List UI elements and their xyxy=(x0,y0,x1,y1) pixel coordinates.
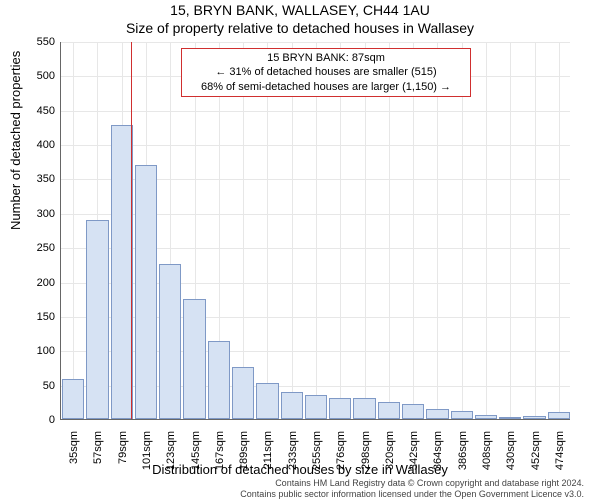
x-tick-label: 123sqm xyxy=(165,431,177,481)
gridline-v xyxy=(437,42,438,419)
y-tick-label: 300 xyxy=(15,208,55,220)
bar xyxy=(111,125,133,419)
x-tick-label: 320sqm xyxy=(384,431,396,481)
bar xyxy=(208,341,230,419)
bar xyxy=(183,299,205,419)
page-title: 15, BRYN BANK, WALLASEY, CH44 1AU xyxy=(0,2,600,18)
gridline-v xyxy=(73,42,74,419)
y-tick-label: 350 xyxy=(15,173,55,185)
x-tick-label: 79sqm xyxy=(117,431,129,481)
y-tick-label: 100 xyxy=(15,345,55,357)
bar xyxy=(353,398,375,419)
gridline-v xyxy=(559,42,560,419)
x-tick-label: 35sqm xyxy=(68,431,80,481)
x-tick-label: 189sqm xyxy=(238,431,250,481)
x-tick-label: 298sqm xyxy=(360,431,372,481)
x-tick-label: 255sqm xyxy=(311,431,323,481)
gridline-v xyxy=(510,42,511,419)
x-tick-label: 101sqm xyxy=(141,431,153,481)
y-tick-label: 500 xyxy=(15,70,55,82)
gridline-v xyxy=(535,42,536,419)
footer-line2: Contains public sector information licen… xyxy=(240,489,584,500)
bar xyxy=(232,367,254,419)
page-subtitle: Size of property relative to detached ho… xyxy=(0,20,600,36)
bar xyxy=(451,411,473,419)
gridline-v xyxy=(267,42,268,419)
footer-credits: Contains HM Land Registry data © Crown c… xyxy=(240,478,584,500)
gridline-v xyxy=(316,42,317,419)
y-tick-label: 0 xyxy=(15,414,55,426)
y-tick-label: 450 xyxy=(15,105,55,117)
bar xyxy=(475,415,497,419)
x-tick-label: 57sqm xyxy=(92,431,104,481)
marker-line xyxy=(131,42,132,419)
bar xyxy=(62,379,84,419)
bar xyxy=(329,398,351,419)
gridline-v xyxy=(243,42,244,419)
x-tick-label: 474sqm xyxy=(554,431,566,481)
x-tick-label: 233sqm xyxy=(287,431,299,481)
bar xyxy=(281,392,303,419)
x-tick-label: 145sqm xyxy=(190,431,202,481)
plot-area: 15 BRYN BANK: 87sqm ← 31% of detached ho… xyxy=(60,42,570,420)
x-tick-label: 167sqm xyxy=(214,431,226,481)
gridline-v xyxy=(486,42,487,419)
gridline-v xyxy=(340,42,341,419)
bar xyxy=(378,402,400,419)
annotation-box: 15 BRYN BANK: 87sqm ← 31% of detached ho… xyxy=(181,48,471,97)
x-tick-label: 452sqm xyxy=(530,431,542,481)
y-tick-label: 250 xyxy=(15,242,55,254)
bar xyxy=(135,165,157,419)
x-tick-label: 342sqm xyxy=(408,431,420,481)
gridline-v xyxy=(389,42,390,419)
annotation-line2: ← 31% of detached houses are smaller (51… xyxy=(188,65,464,79)
annotation-line3: 68% of semi-detached houses are larger (… xyxy=(188,80,464,94)
bar xyxy=(426,409,448,419)
gridline-v xyxy=(413,42,414,419)
x-tick-label: 364sqm xyxy=(432,431,444,481)
bar xyxy=(523,416,545,419)
gridline-v xyxy=(462,42,463,419)
x-tick-label: 276sqm xyxy=(335,431,347,481)
y-tick-label: 550 xyxy=(15,36,55,48)
gridline-v xyxy=(365,42,366,419)
x-tick-label: 211sqm xyxy=(262,431,274,481)
y-tick-label: 400 xyxy=(15,139,55,151)
bar xyxy=(305,395,327,419)
y-tick-label: 150 xyxy=(15,311,55,323)
y-tick-label: 50 xyxy=(15,380,55,392)
x-tick-label: 386sqm xyxy=(457,431,469,481)
bar xyxy=(402,404,424,419)
y-tick-label: 200 xyxy=(15,277,55,289)
chart-container: 15, BRYN BANK, WALLASEY, CH44 1AU Size o… xyxy=(0,0,600,500)
bar xyxy=(499,417,521,419)
bar xyxy=(256,383,278,419)
bar xyxy=(548,412,570,419)
annotation-line1: 15 BRYN BANK: 87sqm xyxy=(188,51,464,65)
bar xyxy=(159,264,181,419)
x-tick-label: 430sqm xyxy=(505,431,517,481)
bar xyxy=(86,220,108,419)
x-tick-label: 408sqm xyxy=(481,431,493,481)
gridline-v xyxy=(292,42,293,419)
